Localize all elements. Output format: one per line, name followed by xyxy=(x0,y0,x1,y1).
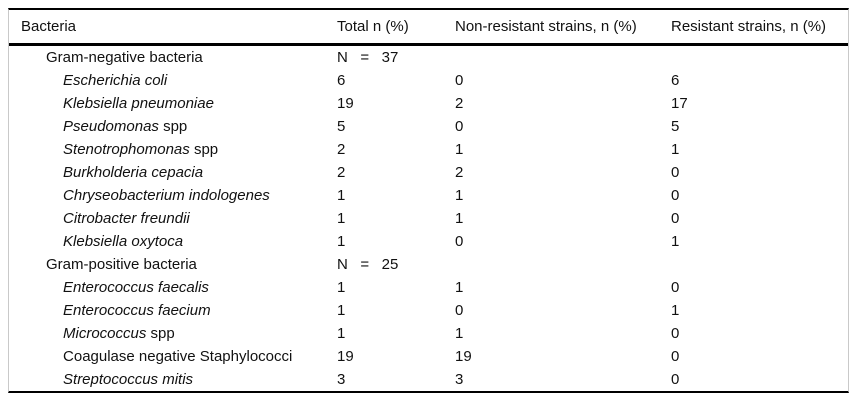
bacteria-name-italic: Burkholderia cepacia xyxy=(63,164,204,181)
nonresistant-count-cell: 0 xyxy=(455,302,464,319)
table-row: Micrococcus spp 1 1 0 xyxy=(9,322,848,345)
nonresistant-count-cell: 1 xyxy=(455,210,464,227)
bacteria-name-cell: Micrococcus spp xyxy=(9,308,337,359)
nonresistant-count-cell: 2 xyxy=(455,164,464,181)
bacteria-name-cell: Burkholderia cepacia xyxy=(9,147,337,198)
bacteria-name-italic: Pseudomonas xyxy=(63,118,159,135)
table-row: Klebsiella oxytoca 1 0 1 xyxy=(9,230,848,253)
table-row: Gram-positive bacteria N = 25 xyxy=(9,253,848,276)
bacteria-name-cell: Coagulase negative Staphylococci xyxy=(9,331,337,382)
table-row: Chryseobacterium indologenes 1 1 0 xyxy=(9,184,848,207)
bacteria-name-roman: spp xyxy=(146,325,175,342)
table-row: Burkholderia cepacia 2 2 0 xyxy=(9,161,848,184)
bacteria-name-cell: Enterococcus faecalis xyxy=(9,262,337,313)
total-count-cell: 2 xyxy=(337,164,346,181)
table-body: Gram-negative bacteria N = 37 Escherichi… xyxy=(9,46,848,391)
resistant-count-cell: 6 xyxy=(671,72,680,89)
nonresistant-count-cell: 1 xyxy=(455,141,464,158)
resistant-count-cell: 0 xyxy=(671,371,680,388)
bacteria-name-roman: Coagulase negative Staphylococci xyxy=(63,348,293,365)
table-row: Klebsiella pneumoniae 19 2 17 xyxy=(9,92,848,115)
bacteria-name-roman: spp xyxy=(158,118,188,135)
total-count-cell: 6 xyxy=(337,72,346,89)
table-row: Pseudomonas spp 5 0 5 xyxy=(9,115,848,138)
bacteria-name-italic: Stenotrophomonas xyxy=(63,141,190,158)
nonresistant-count-cell: 1 xyxy=(455,187,464,204)
nonresistant-count-cell: 1 xyxy=(455,279,464,296)
nonresistant-count-cell: 1 xyxy=(455,325,464,342)
table-row: Coagulase negative Staphylococci 19 19 0 xyxy=(9,345,848,368)
resistant-count-cell: 1 xyxy=(671,302,680,319)
bacteria-name-cell: Streptococcus mitis xyxy=(9,354,337,405)
resistant-count-cell: 0 xyxy=(671,164,680,181)
total-count-cell: 1 xyxy=(337,210,346,227)
bacteria-name-roman: Gram-positive bacteria xyxy=(46,256,197,273)
total-count-cell: 19 xyxy=(337,95,354,112)
bacteria-name-italic: Klebsiella oxytoca xyxy=(63,233,184,250)
table-row: Stenotrophomonas spp 2 1 1 xyxy=(9,138,848,161)
bacteria-name-italic: Streptococcus mitis xyxy=(63,371,194,388)
resistant-count-cell: 0 xyxy=(671,348,680,365)
table-header-row: Bacteria Total n (%) Non-resistant strai… xyxy=(9,10,848,46)
table-row: Enterococcus faecium 1 0 1 xyxy=(9,299,848,322)
bacteria-name-cell: Klebsiella oxytoca xyxy=(9,216,337,267)
bacteria-name-italic: Escherichia coli xyxy=(63,72,168,89)
column-header-total: Total n (%) xyxy=(337,18,409,35)
total-count-cell: 1 xyxy=(337,325,346,342)
bacteria-name-cell: Stenotrophomonas spp xyxy=(9,124,337,175)
table-row: Escherichia coli 6 0 6 xyxy=(9,69,848,92)
bacteria-name-italic: Enterococcus faecalis xyxy=(63,279,209,296)
bacteria-name-italic: Citrobacter freundii xyxy=(63,210,190,227)
bacteria-name-cell: Gram-positive bacteria xyxy=(9,239,337,290)
total-count-cell: 5 xyxy=(337,118,346,135)
nonresistant-count-cell: 0 xyxy=(455,72,464,89)
resistant-count-cell: 0 xyxy=(671,325,680,342)
total-count-cell: 1 xyxy=(337,279,346,296)
bacteria-name-cell: Escherichia coli xyxy=(9,55,337,106)
resistant-count-cell: 5 xyxy=(671,118,680,135)
resistant-count-cell: 1 xyxy=(671,141,680,158)
total-count-cell: 1 xyxy=(337,233,346,250)
column-header-bacteria: Bacteria xyxy=(21,18,77,35)
column-header-nonresistant: Non-resistant strains, n (%) xyxy=(455,18,637,35)
nonresistant-count-cell: 3 xyxy=(455,371,464,388)
bacteria-name-italic: Chryseobacterium indologenes xyxy=(63,187,270,204)
resistant-count-cell: 1 xyxy=(671,233,680,250)
table-row: Enterococcus faecalis 1 1 0 xyxy=(9,276,848,299)
bacteria-name-italic: Klebsiella pneumoniae xyxy=(63,95,214,112)
table-row: Gram-negative bacteria N = 37 xyxy=(9,46,848,69)
resistant-count-cell: 0 xyxy=(671,187,680,204)
total-count-cell: 1 xyxy=(337,187,346,204)
bacteria-name-italic: Enterococcus faecium xyxy=(63,302,211,319)
total-count-cell: 3 xyxy=(337,371,346,388)
resistant-count-cell: 17 xyxy=(671,95,688,112)
total-count-cell: N = 25 xyxy=(337,256,399,273)
nonresistant-count-cell: 2 xyxy=(455,95,464,112)
table-row: Streptococcus mitis 3 3 0 xyxy=(9,368,848,391)
total-count-cell: N = 37 xyxy=(337,49,399,66)
resistant-count-cell: 0 xyxy=(671,279,680,296)
bacteria-name-cell: Pseudomonas spp xyxy=(9,101,337,152)
bacteria-name-cell: Enterococcus faecium xyxy=(9,285,337,336)
bacteria-name-cell: Klebsiella pneumoniae xyxy=(9,78,337,129)
bacteria-name-cell: Chryseobacterium indologenes xyxy=(9,170,337,221)
table-row: Citrobacter freundii 1 1 0 xyxy=(9,207,848,230)
total-count-cell: 2 xyxy=(337,141,346,158)
nonresistant-count-cell: 0 xyxy=(455,233,464,250)
bacteria-name-cell: Gram-negative bacteria xyxy=(9,32,337,83)
bacteria-name-roman: spp xyxy=(189,141,219,158)
resistant-count-cell: 0 xyxy=(671,210,680,227)
column-header-resistant: Resistant strains, n (%) xyxy=(671,18,827,35)
bacteria-name-roman: Gram-negative bacteria xyxy=(46,49,203,66)
bacteria-name-italic: Micrococcus xyxy=(63,325,147,342)
bacteria-name-cell: Citrobacter freundii xyxy=(9,193,337,244)
total-count-cell: 19 xyxy=(337,348,354,365)
total-count-cell: 1 xyxy=(337,302,346,319)
bacteria-resistance-table: Bacteria Total n (%) Non-resistant strai… xyxy=(8,8,849,393)
nonresistant-count-cell: 0 xyxy=(455,118,464,135)
nonresistant-count-cell: 19 xyxy=(455,348,472,365)
